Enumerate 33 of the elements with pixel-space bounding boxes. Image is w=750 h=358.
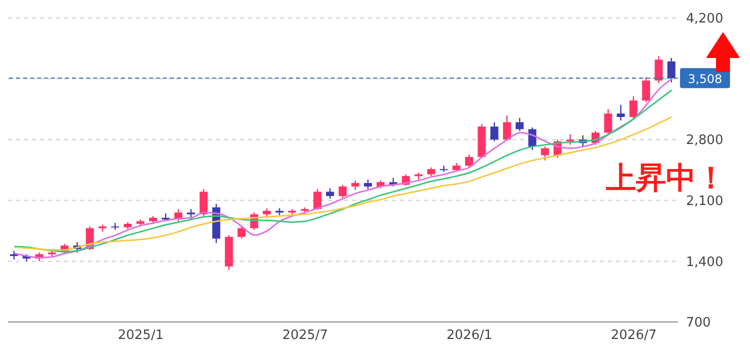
candlestick: [465, 154, 474, 168]
candlestick: [503, 114, 512, 142]
y-tick-label: 700: [686, 316, 711, 331]
x-tick-label: 2026/7: [610, 328, 657, 344]
candlestick: [654, 56, 663, 84]
y-tick-label: 4,200: [686, 12, 724, 27]
y-tick-label: 2,800: [686, 133, 724, 148]
x-tick-label: 2025/1: [118, 328, 164, 344]
candlestick: [540, 146, 549, 162]
candlestick: [616, 104, 625, 122]
ref-line-label: 3,508: [688, 72, 722, 86]
candlestick: [440, 165, 448, 172]
x-tick-label: 2025/7: [282, 328, 328, 344]
candlestick: [200, 188, 208, 217]
y-tick-label: 2,100: [686, 194, 724, 210]
candlestick: [490, 122, 498, 142]
candlestick: [642, 76, 650, 103]
candlestick: [313, 188, 322, 211]
candlestick: [364, 178, 372, 190]
candlestick: [351, 180, 360, 191]
candlestick: [186, 208, 195, 220]
candlestick: [667, 57, 676, 83]
candlestick: [566, 134, 574, 146]
candlestick: [516, 117, 524, 132]
candlestick: [629, 96, 638, 120]
candlestick: [262, 208, 271, 218]
annotation: 上昇中！: [606, 160, 726, 196]
y-tick-label: 1,400: [686, 254, 724, 270]
candlestick: [326, 188, 334, 200]
x-tick-label: 2026/1: [446, 328, 492, 344]
candlestick: [238, 226, 246, 240]
candlestick: [338, 184, 347, 198]
candlestick: [604, 108, 612, 134]
